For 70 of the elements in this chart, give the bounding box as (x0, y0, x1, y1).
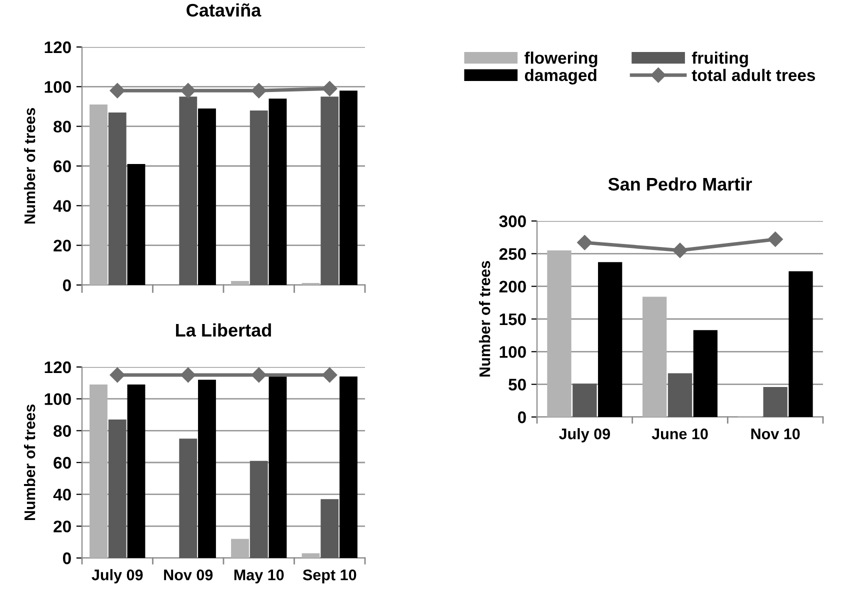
x-tick-label: July 09 (92, 569, 143, 584)
bar (108, 420, 126, 558)
y-axis-title: Number of trees (24, 404, 36, 520)
y-tick-label: 0 (62, 552, 71, 564)
bar (547, 250, 572, 417)
y-tick-label: 20 (54, 240, 71, 252)
y-tick-label: 80 (54, 425, 71, 437)
y-tick-label: 40 (53, 488, 71, 501)
bar (179, 96, 198, 285)
y-tick-label: 200 (499, 280, 526, 293)
y-tick-label: 0 (518, 411, 526, 424)
y-tick-label: 20 (54, 520, 71, 532)
bar (302, 553, 320, 558)
x-tick-label: Nov 10 (751, 428, 800, 440)
bar (320, 499, 339, 558)
bar (788, 271, 813, 417)
bar (268, 98, 287, 285)
y-tick-label: 100 (44, 393, 71, 406)
x-tick-label: Sept 10 (302, 570, 356, 584)
bar (320, 96, 339, 285)
y-tick-label: 0 (62, 279, 71, 292)
legend-label: damaged (524, 68, 596, 84)
y-tick-label: 300 (499, 215, 526, 228)
bar (90, 104, 108, 285)
bar (198, 380, 216, 558)
point (768, 232, 783, 247)
x-tick-label: May 10 (234, 570, 284, 584)
bar (340, 376, 358, 558)
bar (668, 373, 692, 417)
chart-title: San Pedro Martir (608, 177, 752, 191)
bar (250, 460, 268, 558)
y-tick-label: 60 (54, 160, 71, 172)
legend-label: total adult trees (692, 68, 816, 82)
y-axis-title: Number of trees (24, 108, 36, 224)
y-tick-label: 80 (54, 120, 71, 133)
bar (763, 386, 788, 417)
bar (127, 164, 146, 285)
bar (127, 384, 146, 558)
y-tick-label: 40 (53, 200, 71, 212)
bar (179, 438, 198, 558)
bar (340, 90, 358, 285)
y-tick-label: 100 (500, 346, 526, 358)
bar (198, 108, 216, 285)
bar (231, 538, 249, 558)
point (577, 234, 592, 250)
y-tick-label: 100 (44, 81, 71, 93)
bar (598, 262, 622, 417)
point (672, 242, 688, 258)
x-tick-label: June 10 (652, 428, 708, 440)
y-tick-label: 250 (499, 248, 526, 260)
x-tick-label: July 09 (558, 428, 610, 442)
y-tick-label: 50 (508, 378, 526, 391)
bar (693, 330, 718, 417)
y-tick-label: 150 (500, 313, 526, 326)
y-tick-label: 60 (54, 456, 71, 469)
legend-label: fruiting (692, 52, 748, 68)
chart-title: Cataviña (186, 3, 262, 17)
bar (268, 376, 287, 558)
chart-title: La Libertad (176, 323, 271, 337)
bar (90, 384, 108, 558)
bar (108, 112, 126, 285)
bar (250, 110, 268, 285)
x-tick-label: Nov 09 (164, 570, 213, 580)
legend-label: flowering (524, 52, 598, 68)
bar (642, 296, 667, 417)
y-axis-title: Number of trees (478, 261, 490, 377)
bar (231, 281, 249, 285)
y-tick-label: 120 (44, 361, 71, 374)
y-tick-label: 120 (44, 41, 71, 54)
bar (572, 384, 597, 417)
